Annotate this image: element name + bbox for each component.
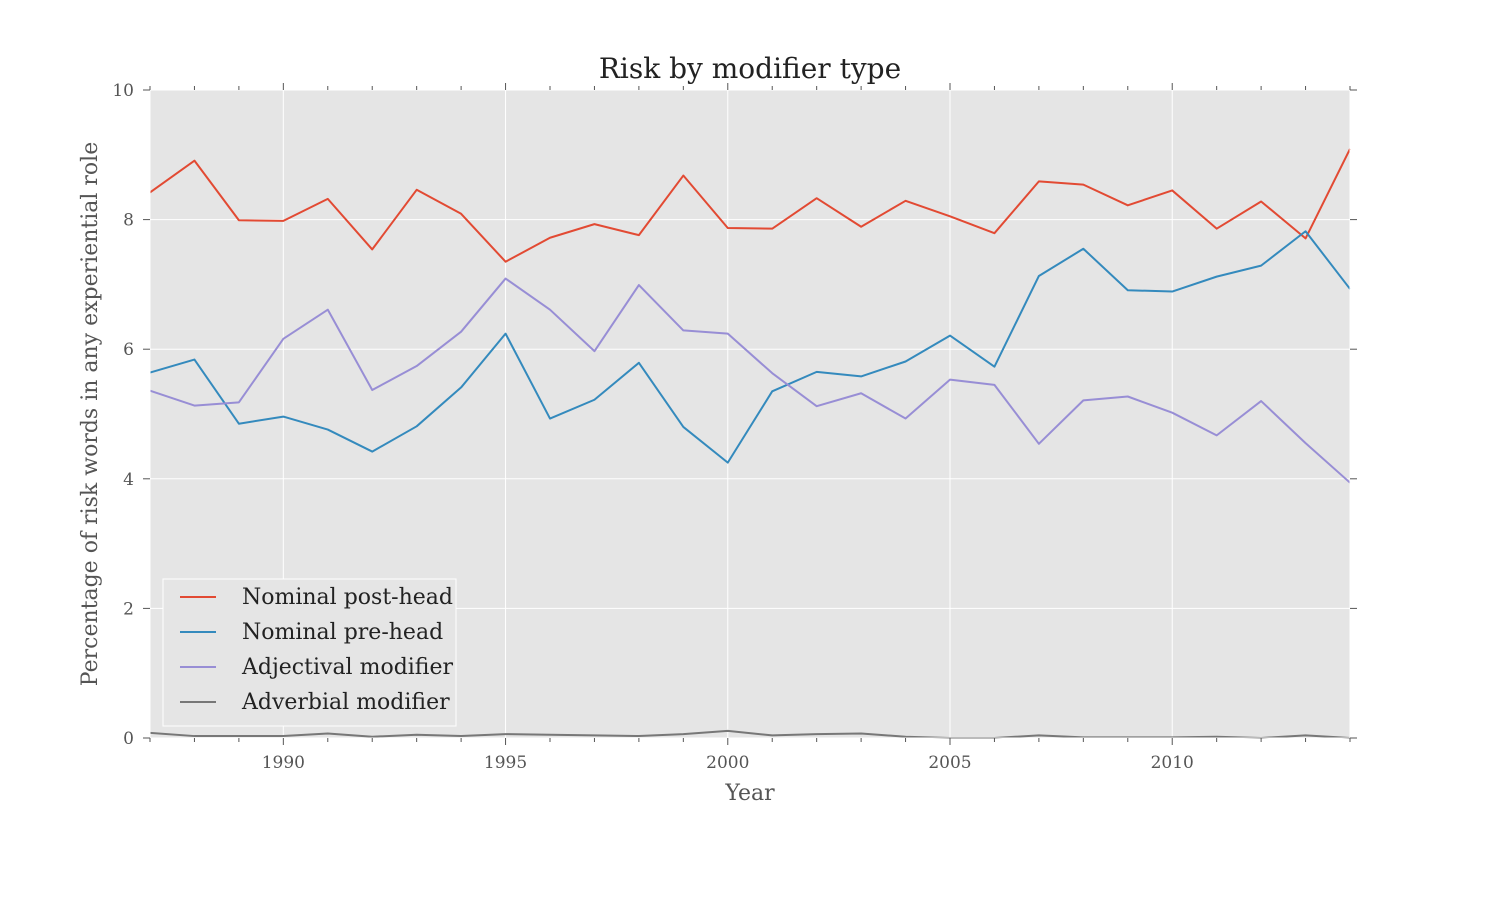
- series-line-2: [149, 277, 1351, 484]
- y-tick-label: 2: [123, 599, 134, 619]
- x-tick-label: 2000: [706, 753, 749, 773]
- x-tick-label: 1995: [484, 753, 527, 773]
- x-axis-label: Year: [724, 781, 775, 806]
- x-tick-label: 1990: [262, 753, 305, 773]
- series-line-1: [149, 230, 1351, 464]
- series-line-3: [149, 729, 1351, 739]
- legend-items: Nominal post-head Nominal pre-head Adjecti…: [180, 585, 454, 715]
- x-tick-label: 2010: [1151, 753, 1194, 773]
- chart-title: Risk by modifier type: [599, 52, 901, 85]
- legend-box: [162, 578, 457, 727]
- legend-label-2: Adjectival modifier: [241, 655, 454, 680]
- plot-border: [149, 89, 1351, 739]
- y-axis-label: Percentage of risk words in any experien…: [78, 142, 103, 686]
- series-lines: [149, 148, 1351, 739]
- x-tick-label: 2005: [928, 753, 971, 773]
- axis-ticks: 1990 1995 2000 2005 2010 0 2 4 6 8 10: [112, 81, 1357, 773]
- y-tick-label: 10: [112, 81, 134, 101]
- legend-label-1: Nominal pre-head: [242, 620, 443, 645]
- series-line-0: [149, 148, 1351, 263]
- y-tick-label: 0: [123, 729, 134, 749]
- y-tick-label: 6: [123, 340, 134, 360]
- legend: Nominal post-head Nominal pre-head Adjecti…: [162, 578, 457, 727]
- y-tick-label: 4: [123, 470, 134, 490]
- legend-label-0: Nominal post-head: [242, 585, 453, 610]
- legend-label-3: Adverbial modifier: [241, 690, 450, 715]
- y-tick-label: 8: [123, 211, 134, 231]
